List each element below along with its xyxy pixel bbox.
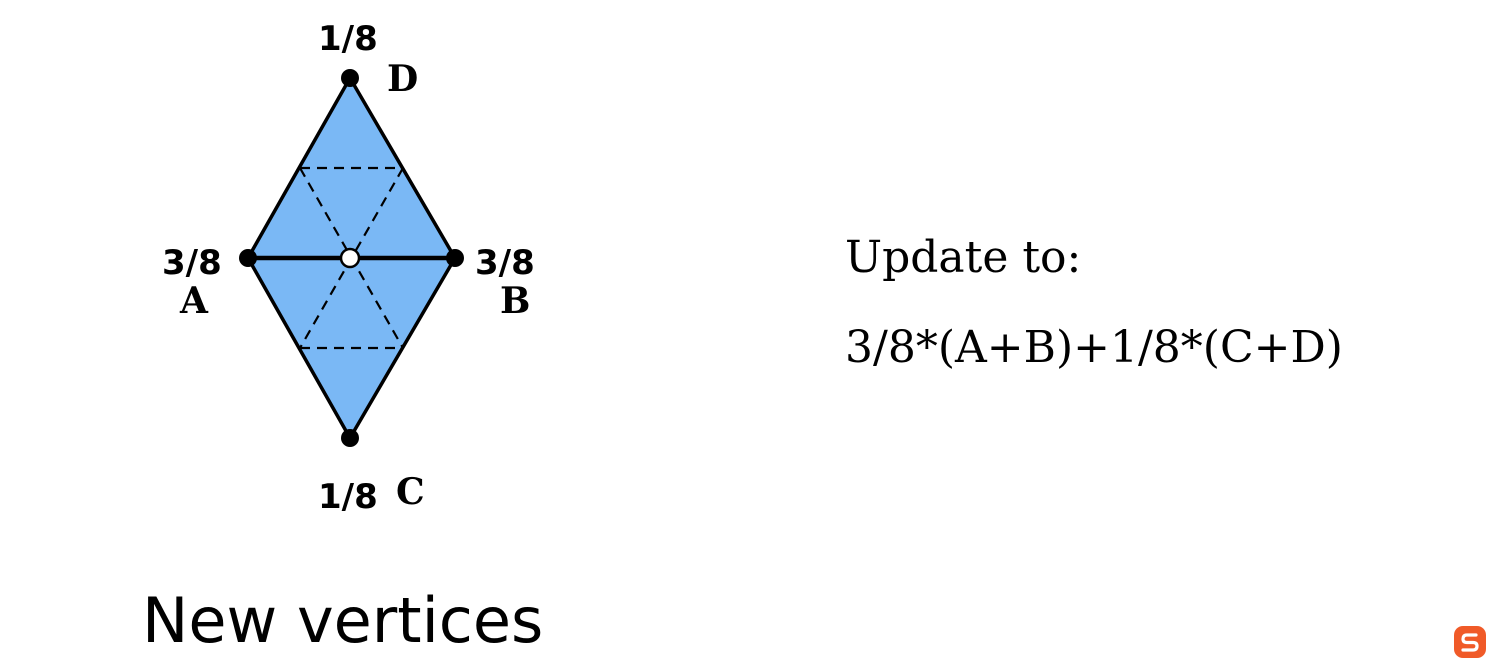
update-title: Update to: (845, 232, 1082, 283)
section-title: New vertices (142, 584, 544, 657)
weight-left: 3/8 (162, 243, 222, 283)
vertex-d (341, 69, 359, 87)
loop-subdivision-diagram: 1/8 3/8 3/8 1/8 D A B C (162, 19, 535, 517)
vertex-a (239, 249, 257, 267)
label-d: D (387, 58, 418, 100)
weight-top: 1/8 (318, 19, 378, 59)
s-logo-icon (1454, 626, 1486, 658)
vertex-b (446, 249, 464, 267)
label-a: A (179, 280, 209, 322)
label-b: B (500, 280, 530, 322)
vertex-c (341, 429, 359, 447)
new-vertex (339, 247, 361, 269)
label-c: C (396, 471, 425, 513)
weight-bottom: 1/8 (318, 477, 378, 517)
weight-right: 3/8 (475, 243, 535, 283)
update-formula: 3/8*(A+B)+1/8*(C+D) (845, 322, 1343, 373)
